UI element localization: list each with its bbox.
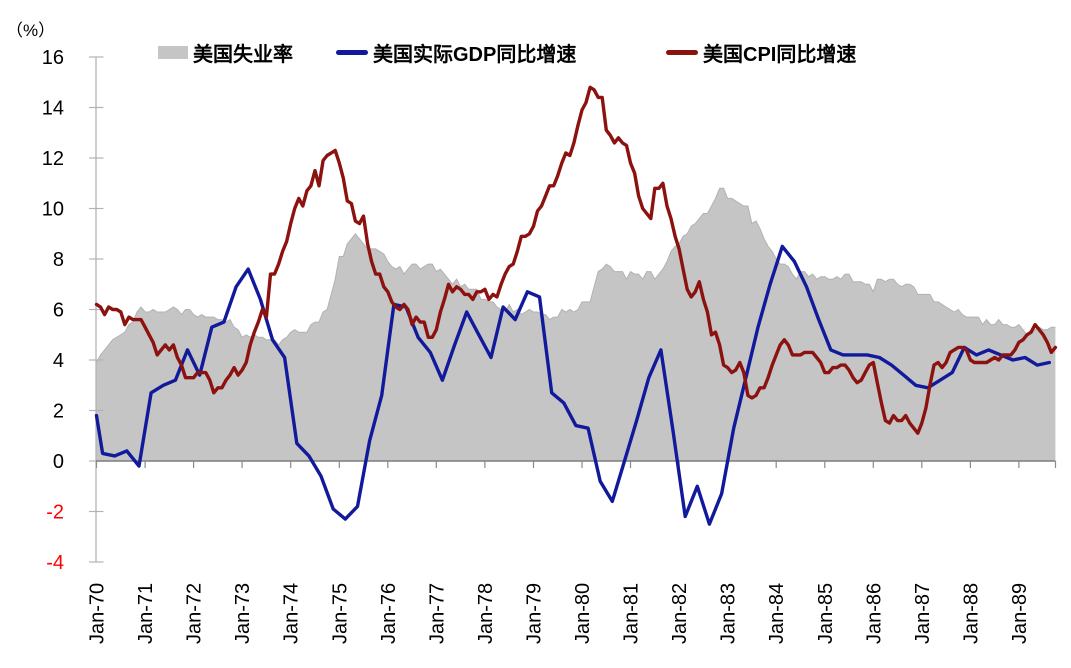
y-axis: 16 14 12 10 8 6 4 2 0 -2 -4	[42, 47, 104, 574]
x-tick-label: Jan-79	[524, 583, 546, 644]
legend-label-gdp: 美国实际GDP同比增速	[373, 43, 577, 66]
y-tick-label: 10	[42, 199, 64, 221]
x-tick-label: Jan-73	[232, 583, 254, 644]
y-tick-label: -4	[46, 552, 64, 574]
x-tick-label: Jan-89	[1009, 583, 1031, 644]
x-tick-label: Jan-71	[135, 583, 157, 644]
legend-item-unemployment: 美国失业率	[158, 40, 293, 66]
x-tick-label: Jan-82	[669, 583, 691, 644]
cpi-line	[94, 85, 1058, 435]
x-tick-label: Jan-74	[281, 583, 303, 644]
y-tick-label: 12	[42, 148, 64, 170]
x-axis: Jan-70 Jan-71 Jan-72 Jan-73 Jan-74 Jan-75 Jan-…	[87, 460, 1057, 644]
legend-swatch-cpi-line	[666, 49, 698, 55]
y-tick-label: 16	[42, 47, 64, 69]
x-tick-label: Jan-75	[329, 583, 351, 644]
x-tick-label: Jan-80	[572, 583, 594, 644]
x-tick-label: Jan-88	[960, 583, 982, 644]
unemployment-area	[96, 188, 1056, 462]
x-tick-label: Jan-76	[378, 583, 400, 644]
y-axis-unit-label: （%）	[6, 21, 56, 40]
y-tick-label: 8	[53, 249, 64, 271]
y-tick-label: 6	[53, 300, 64, 322]
x-tick-label: Jan-85	[815, 583, 837, 644]
legend-label-unemployment: 美国失业率	[193, 43, 293, 66]
legend-item-cpi: 美国CPI同比增速	[666, 40, 857, 66]
gdp-line	[94, 244, 1052, 526]
y-tick-label: -2	[46, 502, 64, 524]
x-tick-label: Jan-77	[426, 583, 448, 644]
x-tick-label: Jan-86	[863, 583, 885, 644]
y-tick-label: 14	[42, 98, 64, 120]
x-tick-label: Jan-83	[718, 583, 740, 644]
x-tick-label: Jan-87	[912, 583, 934, 644]
x-tick-label: Jan-81	[621, 583, 643, 644]
legend: 美国失业率 美国实际GDP同比增速 美国CPI同比增速	[0, 0, 1071, 70]
y-tick-label: 0	[53, 451, 64, 473]
x-tick-label: Jan-72	[184, 583, 206, 644]
x-tick-label: Jan-70	[87, 583, 109, 644]
unemployment-area-edge	[96, 187, 1056, 363]
legend-label-cpi: 美国CPI同比增速	[703, 43, 857, 66]
y-tick-label: 4	[53, 350, 64, 372]
legend-item-gdp: 美国实际GDP同比增速	[336, 40, 577, 66]
y-tick-label: 2	[53, 401, 64, 423]
x-tick-label: Jan-84	[766, 583, 788, 644]
x-tick-label: Jan-78	[475, 583, 497, 644]
legend-swatch-unemployment-area	[158, 45, 188, 59]
legend-swatch-gdp-line	[336, 49, 368, 55]
